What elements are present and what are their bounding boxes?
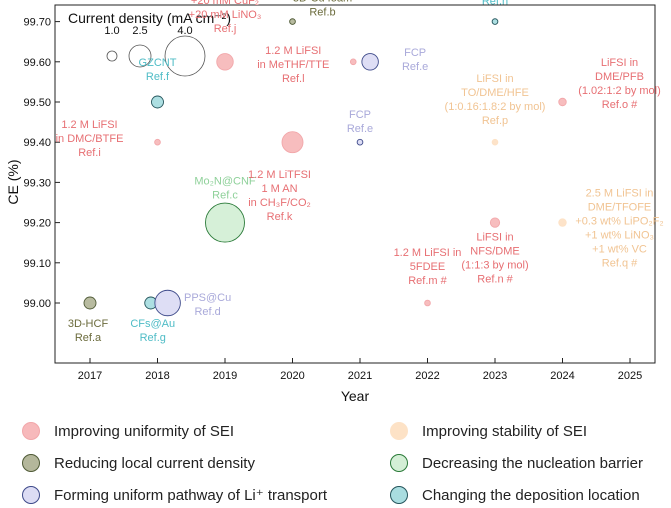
data-point [491, 138, 499, 146]
data-label: 3D-Cu foamRef.b [293, 0, 352, 19]
data-label: 2.3 M LiFSI in DME+20 mM CuF₂+20 mM LiNO… [177, 0, 272, 35]
size-legend-title: Current density (mA cm⁻²) [68, 10, 231, 26]
legend-item: Decreasing the nucleation barrier [390, 452, 643, 474]
y-tick-label: 99.70 [23, 17, 51, 29]
y-tick-label: 99.50 [23, 97, 51, 109]
data-point [205, 202, 245, 243]
data-label: 1.2 M LiFSI in DMC/BTFE Ref.i [56, 119, 124, 159]
data-label: Li–B@SSMRef.h [466, 0, 523, 8]
y-tick-label: 99.40 [23, 137, 51, 149]
legend-label: Improving stability of SEI [422, 422, 588, 440]
data-points [83, 18, 567, 317]
data-label: 2.5 M LiFSI in DME/TFOFE +0.3 wt% LiPO₂F₂ +… [575, 188, 663, 270]
plot-border [54, 4, 656, 364]
x-tick-label: 2024 [550, 370, 574, 382]
data-point [489, 217, 501, 228]
data-label: PPS@Cu Ref.d [184, 292, 231, 318]
size-legend: Current density (mA cm⁻²)1.0 2.5 4.0 [68, 10, 231, 77]
data-point [154, 289, 181, 317]
legend-item: Improving uniformity of SEI [22, 420, 234, 442]
data-label: LiFSI in TO/DME/HFE (1:0.16:1.8:2 by mol) R… [445, 73, 546, 127]
x-axis: 2017 2018 2019 2020 2021 2022 2023 2024 2025 [78, 358, 642, 382]
legend-marker [390, 454, 408, 472]
x-tick-label: 2021 [348, 370, 372, 382]
legend-item: Changing the deposition location [390, 484, 640, 506]
data-point [151, 95, 164, 109]
data-label: CFs@Au Ref.g [130, 318, 175, 344]
data-label: GZCNT Ref.f [139, 57, 177, 83]
legend-item: Improving stability of SEI [390, 420, 587, 442]
data-point [558, 97, 567, 107]
x-tick-label: 2019 [213, 370, 237, 382]
legend-marker [390, 422, 408, 440]
y-tick-label: 99.20 [23, 218, 51, 230]
data-point [154, 138, 161, 146]
x-tick-label: 2022 [415, 370, 439, 382]
data-label: 1.2 M LiTFSI 1 M AN in CH₃F/CO₂ Ref.k [248, 169, 311, 223]
plot-frame [54, 4, 656, 364]
y-tick-label: 99.30 [23, 177, 51, 189]
data-label: LiFSI in DME/PFB (1.02:1:2 by mol) Ref.o # [578, 57, 661, 111]
x-axis-label: Year [341, 388, 370, 404]
data-label: 3D-HCF Ref.a [68, 318, 109, 344]
y-axis: 99.00 99.10 99.20 99.30 99.40 99.50 99.60 99.70… [23, 17, 60, 310]
legend-label: Reducing local current density [54, 454, 255, 472]
legend-label: Changing the deposition location [422, 486, 640, 504]
legend-marker [390, 486, 408, 504]
x-tick-label: 2023 [483, 370, 507, 382]
x-tick-label: 2017 [78, 370, 102, 382]
data-label: FCP Ref.e [347, 109, 373, 135]
point-labels: 3D-HCF Ref.a CFs@Au Ref.g PPS@Cu Ref.d 1.2 M L… [56, 0, 664, 344]
data-label: LiFSI in NFS/DME (1:1:3 by mol) Ref.n # [461, 232, 528, 286]
legend-marker [22, 422, 40, 440]
data-point [83, 296, 97, 310]
x-tick-label: 2018 [145, 370, 169, 382]
size-legend-circle [164, 35, 206, 77]
data-point [356, 138, 364, 146]
data-label: FCP Ref.e [402, 47, 428, 73]
ce-vs-year-chart: Current density (mA cm⁻²)1.0 2.5 4.0 99.00… [5, 0, 664, 404]
y-tick-label: 99.60 [23, 57, 51, 69]
size-legend-label: 1.0 [104, 25, 119, 37]
y-axis-label: CE (%) [5, 159, 21, 204]
category-legend: Improving uniformity of SEI Reducing loca… [0, 418, 671, 508]
legend-marker [22, 486, 40, 504]
legend-item: Reducing local current density [22, 452, 255, 474]
legend-label: Forming uniform pathway of Li⁺ transport [54, 487, 328, 504]
legend-label: Decreasing the nucleation barrier [422, 454, 643, 472]
x-tick-label: 2020 [280, 370, 304, 382]
data-label: 1.2 M LiFSI in MeTHF/TTE Ref.l [257, 45, 329, 85]
size-legend-label: 4.0 [177, 25, 192, 37]
x-tick-label: 2025 [618, 370, 642, 382]
data-label: 1.2 M LiFSI in 5FDEE Ref.m # [394, 247, 462, 287]
data-point [349, 58, 357, 66]
data-point [491, 18, 499, 25]
legend-item: Forming uniform pathway of Li⁺ transport [22, 484, 327, 506]
data-point [361, 53, 379, 71]
data-point [558, 218, 567, 227]
legend-label: Improving uniformity of SEI [54, 422, 235, 440]
data-point [424, 299, 431, 307]
data-point [281, 131, 304, 154]
size-legend-label: 2.5 [132, 25, 147, 37]
data-point [216, 53, 234, 71]
y-tick-label: 99.10 [23, 258, 51, 270]
size-legend-circle [106, 50, 118, 62]
size-legend-circle [128, 44, 152, 68]
data-label: Mo₂N@CNF Ref.c [194, 176, 256, 202]
data-point [289, 18, 296, 25]
y-tick-label: 99.00 [23, 298, 51, 310]
legend-marker [22, 454, 40, 472]
